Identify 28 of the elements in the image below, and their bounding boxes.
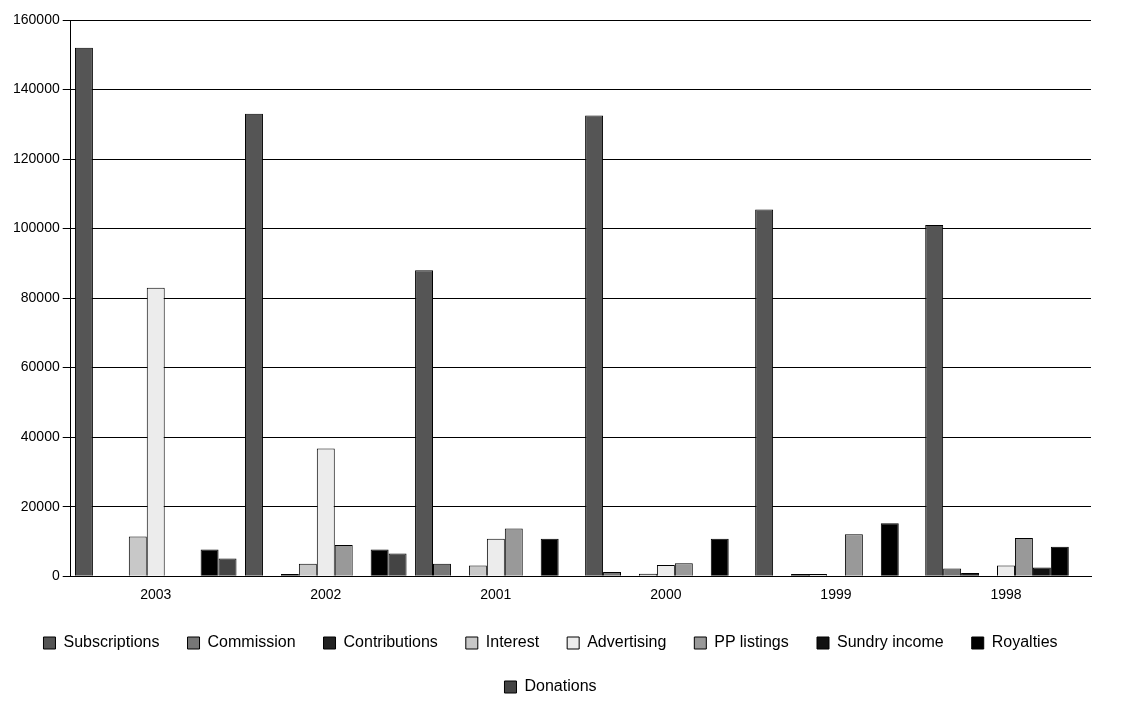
y-tick-label: 140000 [13,80,60,97]
y-tick-label: 120000 [13,149,60,166]
legend-label: Contributions [343,633,438,651]
legend-label: Royalties [991,633,1058,651]
y-tick-label: 60000 [20,358,60,375]
x-tick-label: 2000 [650,586,682,603]
bar [710,538,729,576]
legend-label: PP listings [714,633,789,651]
legend-label: Sundry income [837,633,944,651]
bar [540,538,559,576]
y-tick-label: 80000 [20,288,60,305]
legend-label: Advertising [587,633,667,651]
bar [880,523,899,576]
legend-label: Interest [485,633,540,651]
legend-label: Subscriptions [63,633,160,651]
bar [200,549,219,576]
y-tick-label: 20000 [20,497,60,514]
x-tick-label: 1999 [820,586,852,603]
legend-label: Commission [207,633,296,651]
x-tick-label: 2003 [140,586,172,603]
x-tick-label: 2002 [310,586,342,603]
y-tick-label: 160000 [13,10,60,27]
y-tick-label: 0 [51,567,60,584]
x-tick-label: 1998 [990,586,1022,603]
legend-label: Donations [524,677,597,695]
y-tick-label: 40000 [20,428,60,445]
x-tick-label: 2001 [480,586,512,603]
y-tick-label: 100000 [13,219,60,236]
